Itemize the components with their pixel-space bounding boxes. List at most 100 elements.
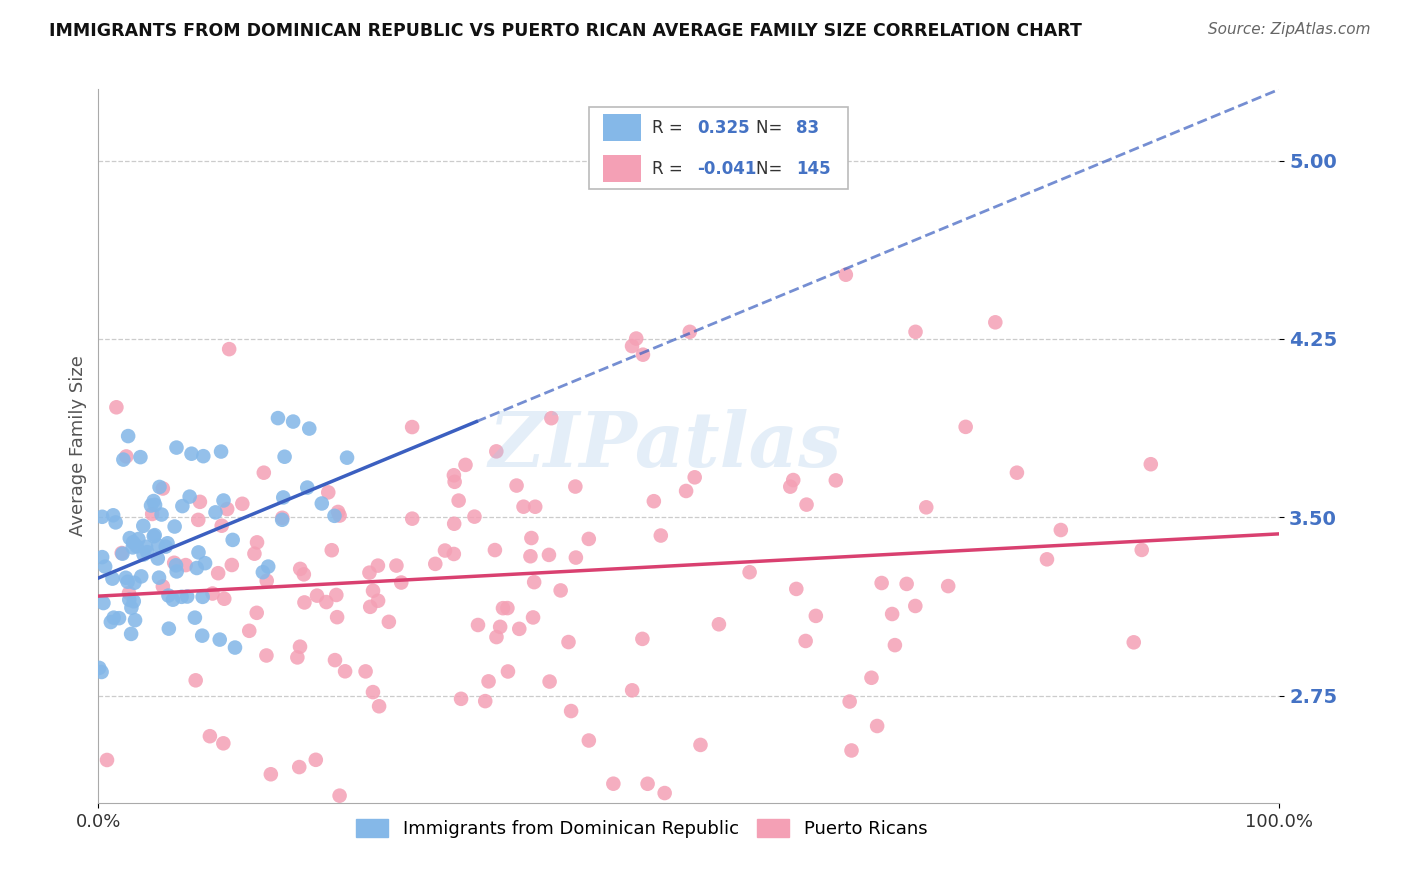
Text: R =: R = bbox=[652, 119, 689, 136]
Point bbox=[246, 606, 269, 620]
Point bbox=[329, 789, 352, 803]
Point bbox=[118, 586, 141, 600]
Point bbox=[841, 743, 863, 757]
Point bbox=[361, 583, 384, 598]
Point bbox=[218, 342, 240, 356]
Point bbox=[936, 579, 959, 593]
Point bbox=[120, 627, 142, 641]
Point bbox=[984, 315, 1007, 329]
Point bbox=[779, 480, 801, 494]
Point bbox=[485, 444, 508, 458]
Point bbox=[323, 508, 346, 523]
Point bbox=[187, 545, 209, 559]
Point bbox=[91, 550, 114, 565]
Point bbox=[508, 622, 530, 636]
Point bbox=[305, 753, 328, 767]
Point bbox=[152, 579, 174, 593]
Point bbox=[782, 473, 804, 487]
Point bbox=[111, 546, 134, 560]
Point bbox=[162, 592, 184, 607]
Point bbox=[120, 600, 142, 615]
Text: N=: N= bbox=[756, 119, 787, 136]
Point bbox=[707, 617, 730, 632]
Point bbox=[602, 777, 624, 791]
Point bbox=[146, 551, 169, 566]
Point bbox=[211, 518, 233, 533]
Point bbox=[184, 610, 207, 624]
Point bbox=[354, 665, 377, 679]
Point bbox=[163, 519, 186, 533]
Point bbox=[654, 786, 676, 800]
Point bbox=[132, 519, 155, 533]
Point bbox=[176, 590, 198, 604]
Point bbox=[835, 268, 858, 282]
Point bbox=[188, 495, 211, 509]
Point bbox=[540, 411, 562, 425]
Text: 83: 83 bbox=[796, 119, 820, 136]
Point bbox=[425, 557, 447, 571]
Point bbox=[93, 596, 115, 610]
Point bbox=[474, 694, 496, 708]
Point bbox=[378, 615, 401, 629]
Point bbox=[132, 548, 155, 562]
Point bbox=[523, 575, 546, 590]
Text: ZIPatlas: ZIPatlas bbox=[489, 409, 842, 483]
Point bbox=[101, 508, 124, 523]
Point bbox=[325, 588, 347, 602]
Point bbox=[90, 665, 112, 679]
Point bbox=[915, 500, 938, 515]
Point bbox=[194, 556, 217, 570]
Point bbox=[870, 576, 893, 591]
Point bbox=[316, 485, 339, 500]
Point bbox=[505, 478, 527, 492]
Point bbox=[129, 569, 152, 583]
Point bbox=[150, 508, 173, 522]
Point bbox=[148, 480, 170, 494]
Point bbox=[401, 420, 423, 434]
Point bbox=[207, 566, 229, 581]
Point bbox=[367, 593, 389, 607]
Point bbox=[292, 567, 315, 582]
Point bbox=[336, 450, 359, 465]
Point bbox=[385, 558, 408, 573]
Point bbox=[179, 490, 201, 504]
Point bbox=[326, 505, 349, 519]
Point bbox=[333, 665, 356, 679]
Point bbox=[557, 635, 579, 649]
Point bbox=[256, 574, 278, 588]
Point bbox=[208, 632, 231, 647]
Point bbox=[271, 513, 294, 527]
Point bbox=[136, 545, 159, 559]
Point bbox=[260, 767, 283, 781]
Point bbox=[631, 348, 654, 362]
Point bbox=[209, 444, 232, 458]
Point bbox=[118, 592, 141, 607]
Point bbox=[838, 694, 860, 708]
Point bbox=[796, 498, 818, 512]
Point bbox=[174, 558, 197, 573]
Point bbox=[866, 719, 889, 733]
Point bbox=[105, 401, 128, 415]
Point bbox=[882, 607, 904, 621]
Point bbox=[180, 447, 202, 461]
Point bbox=[224, 640, 246, 655]
Point bbox=[679, 325, 702, 339]
Point bbox=[321, 543, 343, 558]
Point bbox=[329, 508, 352, 523]
Point bbox=[285, 650, 308, 665]
Text: 145: 145 bbox=[796, 160, 831, 178]
Point bbox=[367, 558, 389, 573]
Point bbox=[443, 547, 465, 561]
Point bbox=[101, 572, 124, 586]
Point bbox=[212, 736, 235, 750]
Point bbox=[467, 618, 489, 632]
Point bbox=[447, 493, 470, 508]
Point bbox=[271, 510, 294, 524]
Point bbox=[368, 699, 391, 714]
Point bbox=[450, 691, 472, 706]
Point bbox=[157, 589, 180, 603]
Point bbox=[96, 753, 118, 767]
Point bbox=[231, 497, 253, 511]
Point bbox=[1139, 457, 1161, 471]
Point bbox=[298, 421, 321, 435]
